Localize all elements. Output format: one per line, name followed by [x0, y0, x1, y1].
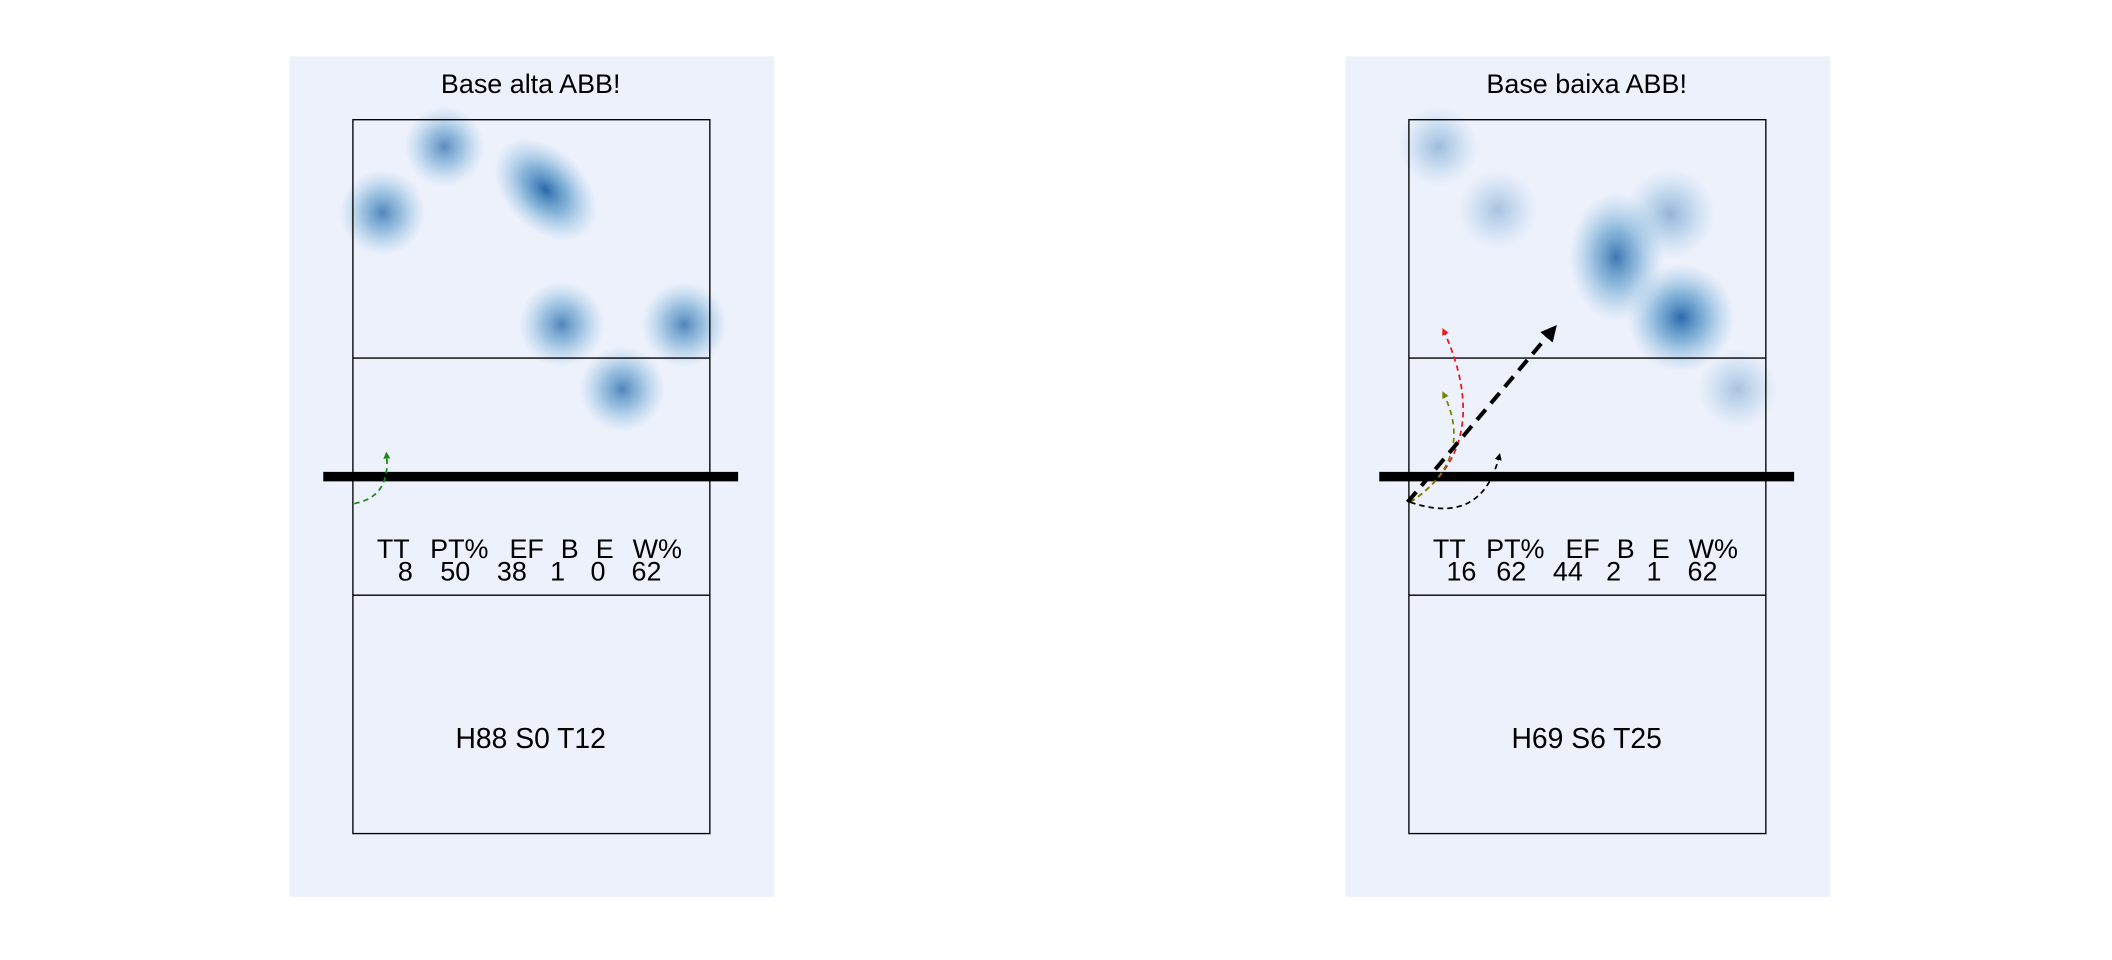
stat-header: EF	[1565, 534, 1599, 564]
arrow	[1409, 453, 1502, 510]
panel-footer: H69 S6 T25	[1512, 722, 1662, 754]
stat-header: W%	[633, 534, 682, 564]
stat-header: E	[1652, 534, 1670, 564]
panel	[1345, 56, 1831, 897]
panel-title: Base baixa ABB!	[1486, 69, 1687, 99]
stat-value: 62	[632, 557, 662, 587]
panel	[289, 56, 775, 897]
stat-value: 8	[398, 557, 413, 587]
stat-header: E	[596, 534, 614, 564]
stat-value: 38	[497, 557, 527, 587]
heatmap	[1398, 106, 1778, 430]
arrow	[1406, 324, 1557, 504]
stat-value: 62	[1496, 557, 1526, 587]
stat-header: PT%	[1486, 534, 1544, 564]
stat-value: 44	[1553, 557, 1583, 587]
stat-header: PT%	[430, 534, 488, 564]
stat-header: TT	[377, 534, 410, 564]
stat-value: 16	[1446, 557, 1476, 587]
stat-header: EF	[509, 534, 543, 564]
panel-footer: H88 S0 T12	[456, 722, 606, 754]
stat-value: 1	[550, 557, 565, 587]
panel-title: Base alta ABB!	[441, 69, 621, 99]
stat-header: B	[561, 534, 579, 564]
stat-header: TT	[1433, 534, 1466, 564]
stat-value: 2	[1606, 557, 1621, 587]
stat-value: 62	[1688, 557, 1718, 587]
stat-value: 0	[591, 557, 606, 587]
stat-header: W%	[1689, 534, 1738, 564]
arrow	[354, 451, 391, 505]
stat-header: B	[1617, 534, 1635, 564]
heatmap	[339, 106, 728, 433]
stat-value: 1	[1647, 557, 1662, 587]
stat-value: 50	[440, 557, 470, 587]
